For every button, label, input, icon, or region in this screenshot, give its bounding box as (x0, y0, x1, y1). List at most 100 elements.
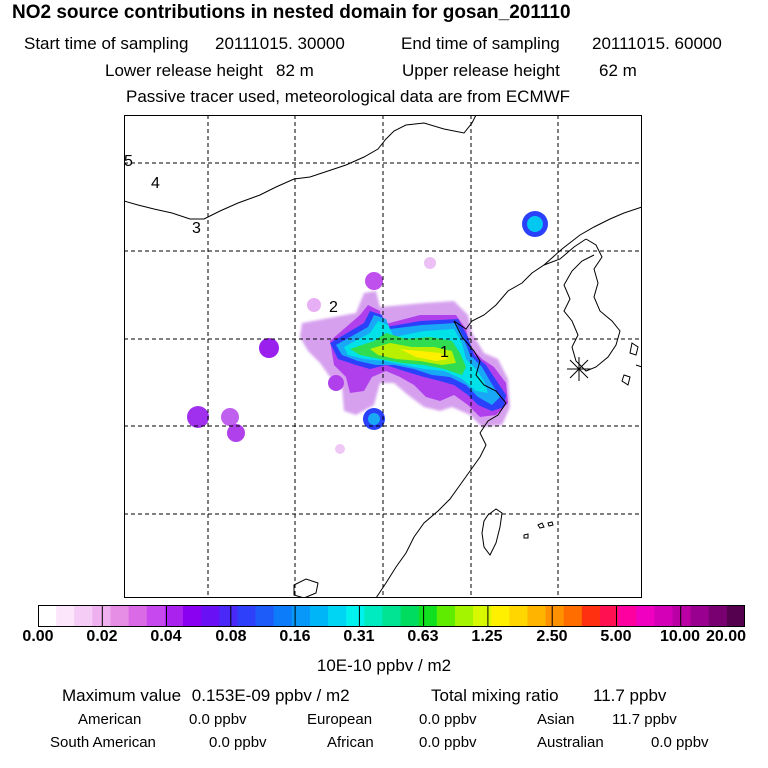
colorbar-cell (56, 605, 75, 627)
colorbar-tick: 1.25 (471, 628, 503, 645)
marker-2: 2 (329, 299, 338, 316)
korea-coast (563, 238, 621, 372)
colorbar-cell (183, 605, 202, 627)
marker-1: 1 (440, 344, 449, 361)
coastlines (124, 115, 642, 598)
colorbar-cell (491, 605, 510, 627)
colorbar-cell (618, 605, 637, 627)
colorbar-cell (436, 605, 456, 627)
colorbar-cell (509, 605, 529, 627)
colorbar-cell (400, 605, 420, 627)
small-island-3 (523, 533, 529, 539)
spot-pink-2 (424, 257, 436, 269)
total-mixing-value: 11.7 ppbv (593, 686, 667, 705)
region-value: 0.0 ppbv (651, 734, 709, 751)
spot-west (259, 338, 279, 358)
colorbar-tick: 0.63 (407, 628, 439, 645)
korea-north-border (543, 206, 642, 266)
colorbar-cell (291, 605, 311, 627)
colorbar-tick: 5.00 (600, 628, 632, 645)
spot-north (365, 272, 383, 290)
max-value-line: Maximum value 0.153E-09 ppbv / m2 (62, 686, 350, 706)
spot-pink-4 (328, 375, 344, 391)
colorbar-cell (74, 605, 93, 627)
marker-3: 3 (192, 220, 201, 237)
spot-pink-3 (335, 444, 345, 454)
spot-north-korea-core (527, 216, 543, 232)
colorbar-tick: 0.02 (86, 628, 118, 645)
region-value: 0.0 ppbv (419, 711, 477, 728)
colorbar-cell (708, 605, 728, 627)
colorbar-cell (237, 605, 257, 627)
colorbar-cell (690, 605, 710, 627)
china-coast (375, 238, 587, 598)
colorbar-units: 10E-10 ppbv / m2 (316, 656, 452, 675)
region-value: 0.0 ppbv (189, 711, 247, 728)
marker-5: 5 (124, 153, 133, 170)
colorbar-tick: 20.00 (705, 628, 747, 645)
region-name: African (327, 734, 374, 751)
colorbar-tick: 0.31 (343, 628, 375, 645)
colorbar-cell (563, 605, 583, 627)
colorbar-cell (273, 605, 293, 627)
colorbar-cell (328, 605, 347, 627)
colorbar-cell (110, 605, 130, 627)
colorbar-cell (201, 605, 220, 627)
colorbar-cell (581, 605, 601, 627)
colorbar-cell (164, 605, 184, 627)
colorbar-cell (255, 605, 275, 627)
colorbar-cell (473, 605, 492, 627)
colorbar-tick: 2.50 (536, 628, 568, 645)
colorbar-cell (636, 605, 655, 627)
colorbar-cell (309, 605, 329, 627)
spot-pink-1 (307, 298, 321, 312)
spot-southwest-3 (227, 424, 245, 442)
colorbar-tick: 0.08 (215, 628, 247, 645)
colorbar-cell (146, 605, 166, 627)
colorbar-cell (654, 605, 674, 627)
lower-height-label: Lower release height (105, 61, 263, 80)
region-name: Asian (537, 711, 575, 728)
plume-yellow (400, 349, 448, 361)
region-value: 11.7 ppbv (612, 711, 677, 728)
max-value-label: Maximum value (62, 686, 182, 705)
tracer-note: Passive tracer used, meteorological data… (126, 87, 571, 106)
region-value: 0.0 ppbv (419, 734, 477, 751)
colorbar-cell (418, 605, 438, 627)
colorbar-tick: 0.04 (150, 628, 182, 645)
lower-height-value: 82 m (276, 61, 314, 80)
colorbar-tick: 0.16 (279, 628, 311, 645)
upper-height-value: 62 m (599, 61, 637, 80)
region-name: American (78, 711, 142, 728)
concentration-map: 1 2 3 4 5 (124, 115, 642, 598)
colorbar-cell (92, 605, 112, 627)
total-mixing-label: Total mixing ratio (431, 686, 559, 705)
colorbar-cell (545, 605, 565, 627)
taiwan (481, 508, 503, 556)
max-value: 0.153E-09 ppbv / m2 (191, 686, 350, 705)
colorbar-tick: 0.00 (22, 628, 54, 645)
colorbar-cell (726, 605, 745, 627)
start-time-label: Start time of sampling (24, 34, 189, 53)
colorbar-cell (38, 605, 57, 627)
region-value: 0.0 ppbv (209, 734, 267, 751)
plot-title: NO2 source contributions in nested domai… (12, 2, 571, 23)
colorbar-cell (219, 605, 239, 627)
hainan (293, 578, 319, 598)
colorbar-cell (364, 605, 384, 627)
small-island-2 (547, 521, 554, 527)
graticule (124, 115, 642, 598)
spot-southwest-1 (187, 406, 209, 428)
spot-south-core (368, 413, 380, 425)
map-frame (124, 115, 642, 598)
region-name: European (307, 711, 373, 728)
north-border (124, 115, 477, 220)
region-name: Australian (537, 734, 604, 751)
colorbar (38, 605, 745, 627)
colorbar-cell (128, 605, 148, 627)
colorbar-cell (346, 605, 365, 627)
colorbar-cell (382, 605, 402, 627)
marker-4: 4 (151, 175, 160, 192)
spot-southwest-2 (221, 408, 239, 426)
small-island-1 (537, 522, 545, 529)
